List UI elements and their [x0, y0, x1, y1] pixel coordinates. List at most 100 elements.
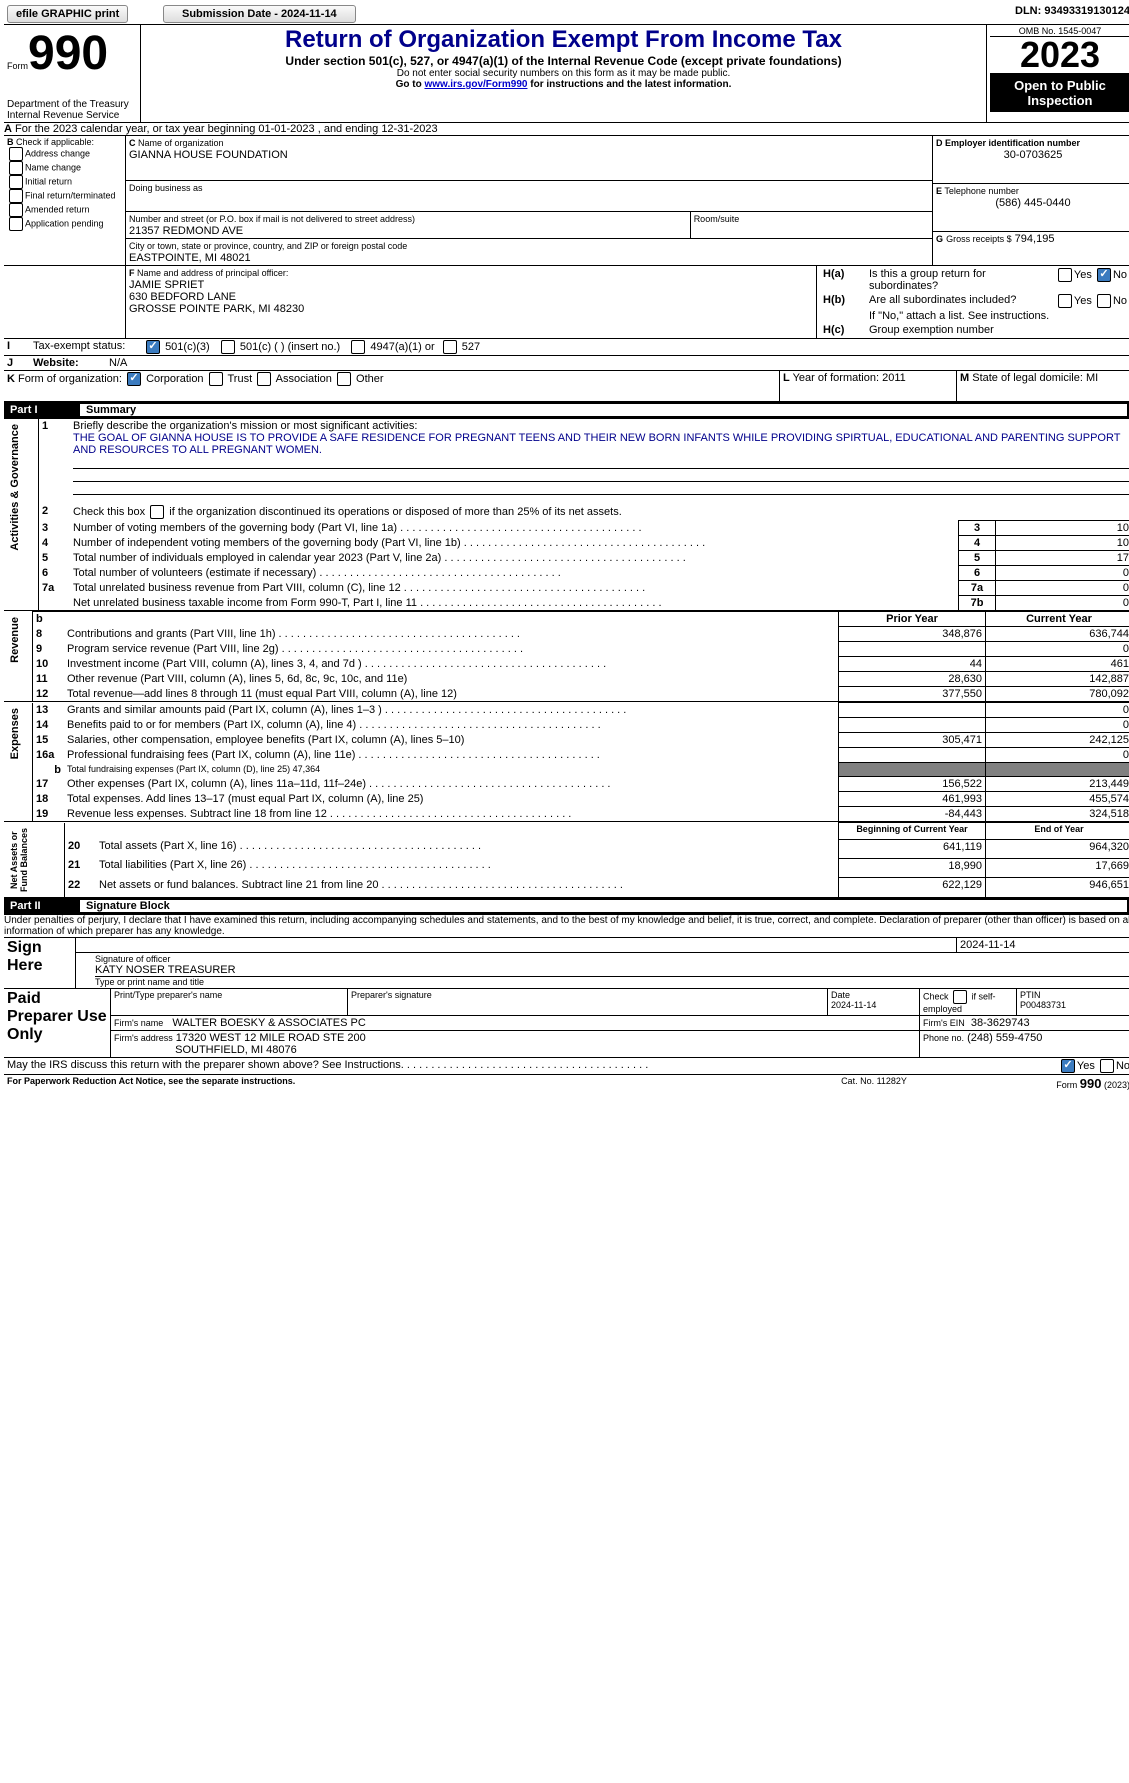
pra-notice: For Paperwork Reduction Act Notice, see …: [4, 1075, 771, 1092]
part1-label: Part I: [10, 404, 80, 416]
cb-corp[interactable]: [127, 372, 141, 386]
l20-py: 641,119: [839, 839, 986, 858]
l9-num: 9: [33, 642, 65, 657]
lb-4947: 4947(a)(1) or: [370, 341, 434, 353]
section-klm: K Form of organization: Corporation Trus…: [4, 371, 1129, 402]
sign-here-label: Sign Here: [4, 938, 76, 989]
discuss-row: May the IRS discuss this return with the…: [4, 1058, 1129, 1075]
cb-discuss-yes[interactable]: [1061, 1059, 1075, 1073]
efile-print-button[interactable]: efile GRAPHIC print: [7, 5, 128, 23]
l7b-box: 7b: [959, 596, 996, 611]
form-footer: For Paperwork Reduction Act Notice, see …: [4, 1075, 1129, 1092]
cb-hb-no[interactable]: [1097, 294, 1111, 308]
section-f-h: F Name and address of principal officer:…: [4, 266, 1129, 339]
cb-app-pending[interactable]: [9, 217, 23, 231]
lb-discuss-no: No: [1116, 1059, 1129, 1071]
sign-here: Sign Here 2024-11-14 Signature of office…: [4, 938, 1129, 989]
submission-date-button[interactable]: Submission Date - 2024-11-14: [163, 5, 356, 23]
tel-label: Telephone number: [944, 186, 1019, 196]
cb-ha-yes[interactable]: [1058, 268, 1072, 282]
lb-address-change: Address change: [25, 148, 90, 158]
lb-yes: Yes: [1074, 269, 1092, 281]
net-assets-section: Net Assets or Fund Balances Beginning of…: [4, 822, 1129, 898]
l3-box: 3: [959, 521, 996, 536]
open-inspection: Open to Public Inspection: [990, 74, 1129, 112]
b-label: B: [7, 137, 14, 147]
cb-self-emp[interactable]: [953, 990, 967, 1004]
lb-trust: Trust: [227, 373, 252, 385]
cb-amended[interactable]: [9, 203, 23, 217]
dln-label: DLN: 93493319130124: [907, 4, 1129, 25]
self-check-lbl: Check: [923, 991, 949, 1001]
c-label: C: [129, 138, 136, 148]
cb-l2[interactable]: [150, 505, 164, 519]
room-label: Room/suite: [694, 214, 740, 224]
ptin-val: P00483731: [1020, 1000, 1066, 1010]
lb-hb-yes: Yes: [1074, 295, 1092, 307]
cb-527[interactable]: [443, 340, 457, 354]
cb-final[interactable]: [9, 189, 23, 203]
ein-label: Employer identification number: [945, 138, 1080, 148]
ssn-warning: Do not enter social security numbers on …: [144, 68, 983, 79]
l20-num: 20: [65, 839, 97, 858]
hb-note: If "No," attach a list. See instructions…: [866, 309, 1129, 323]
fphone-label: Phone no.: [923, 1033, 964, 1043]
l5-txt: Total number of individuals employed in …: [70, 551, 959, 566]
l13-num: 13: [33, 703, 65, 718]
paid-label: Paid Preparer Use Only: [4, 989, 111, 1058]
ptin-label: PTIN: [1020, 990, 1041, 1000]
fein-label: Firm's EIN: [923, 1018, 965, 1028]
l13-py: [839, 703, 986, 718]
website-val: N/A: [106, 356, 1129, 371]
lb-other: Other: [356, 373, 384, 385]
org-name: GIANNA HOUSE FOUNDATION: [129, 149, 288, 161]
po-line2: 630 BEDFORD LANE: [129, 291, 236, 303]
l2-t1: Check this box: [73, 506, 145, 518]
cb-hb-yes[interactable]: [1058, 294, 1072, 308]
line-a: A For the 2023 calendar year, or tax yea…: [4, 123, 1129, 136]
form-number: 990: [28, 27, 108, 80]
po-label: Name and address of principal officer:: [135, 268, 289, 278]
hc-label: H(c): [820, 323, 866, 337]
gross-label: Gross receipts $: [946, 234, 1012, 244]
d-label: D: [936, 138, 943, 148]
l3-val: 10: [996, 521, 1129, 536]
cb-4947[interactable]: [351, 340, 365, 354]
fname-label: Firm's name: [114, 1018, 163, 1028]
psig-label: Preparer's signature: [351, 990, 432, 1000]
cb-ha-no[interactable]: [1097, 268, 1111, 282]
l7a-box: 7a: [959, 581, 996, 596]
ha-label: H(a): [820, 267, 866, 293]
lb-final: Final return/terminated: [25, 190, 116, 200]
l18-py: 461,993: [839, 792, 986, 807]
cb-other[interactable]: [337, 372, 351, 386]
l-val: 2011: [882, 372, 906, 384]
cb-name-change[interactable]: [9, 161, 23, 175]
l9-txt: Program service revenue (Part VIII, line…: [64, 642, 839, 657]
hb-q: Are all subordinates included?: [866, 293, 1029, 309]
lb-cy-gray: [986, 763, 1129, 777]
l4-num: 4: [39, 536, 71, 551]
foot-form: Form: [1056, 1080, 1080, 1090]
irs-link[interactable]: www.irs.gov/Form990: [424, 79, 527, 90]
l10-py: 44: [839, 657, 986, 672]
cb-initial[interactable]: [9, 175, 23, 189]
cb-trust[interactable]: [209, 372, 223, 386]
lb-name-change: Name change: [25, 162, 81, 172]
section-i: I Tax-exempt status: 501(c)(3) 501(c) ( …: [4, 339, 1129, 356]
cb-assoc[interactable]: [257, 372, 271, 386]
l20-cy: 964,320: [986, 839, 1129, 858]
lb-527: 527: [462, 341, 480, 353]
cb-discuss-no[interactable]: [1100, 1059, 1114, 1073]
cb-501c[interactable]: [221, 340, 235, 354]
section-b-g: B Check if applicable: Address change Na…: [4, 136, 1129, 266]
lb-amended: Amended return: [25, 204, 90, 214]
cb-501c3[interactable]: [146, 340, 160, 354]
cb-address-change[interactable]: [9, 147, 23, 161]
tax-exempt-lbl: Tax-exempt status:: [30, 339, 141, 356]
l12-txt: Total revenue—add lines 8 through 11 (mu…: [64, 687, 839, 702]
part1-header: Part I Summary: [4, 402, 1129, 419]
l18-txt: Total expenses. Add lines 13–17 (must eq…: [64, 792, 839, 807]
vert-rev: Revenue: [7, 613, 23, 667]
paid-preparer: Paid Preparer Use Only Print/Type prepar…: [4, 989, 1129, 1058]
